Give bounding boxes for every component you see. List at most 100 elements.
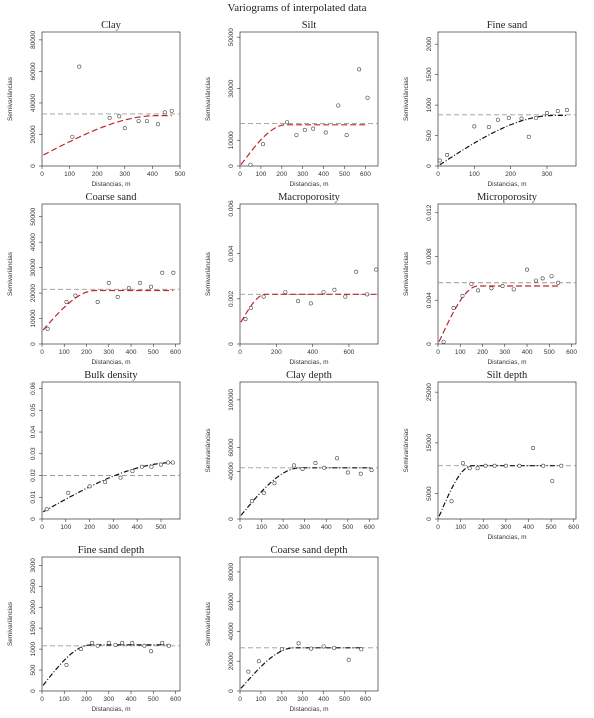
x-tick-label: 500 — [339, 696, 350, 703]
data-point — [155, 122, 160, 127]
data-point — [130, 469, 135, 474]
data-point — [44, 507, 49, 512]
data-point — [354, 269, 359, 274]
y-tick-label: 1000 — [30, 642, 37, 657]
data-point — [260, 142, 265, 147]
data-point — [285, 120, 290, 125]
data-point — [374, 267, 379, 272]
x-tick-label: 0 — [436, 524, 440, 531]
data-point — [343, 294, 348, 299]
data-point — [489, 286, 494, 291]
y-tick-label: 10000 — [30, 309, 37, 327]
x-tick-label: 100 — [455, 524, 466, 531]
data-point — [66, 490, 71, 495]
x-tick-label: 300 — [108, 524, 119, 531]
y-tick-label: 0.06 — [30, 382, 37, 395]
data-point — [495, 117, 500, 122]
y-tick-label: 2000 — [30, 600, 37, 615]
data-point — [130, 640, 135, 645]
x-tick-label: 0 — [436, 171, 440, 178]
x-tick-label: 400 — [321, 524, 332, 531]
y-tick-label: 0.05 — [30, 404, 37, 417]
x-tick-label: 100 — [64, 171, 75, 178]
chart-title: Silt depth — [487, 370, 528, 381]
model-curve — [240, 293, 377, 323]
x-tick-label: 200 — [278, 524, 289, 531]
y-tick-label: 0 — [426, 164, 433, 168]
data-point — [115, 294, 120, 299]
x-tick-label: 100 — [256, 524, 267, 531]
chart-svg: Coarse sand depth 0 100 200 300 400 500 600 0 200… — [205, 545, 379, 713]
data-point — [358, 471, 363, 476]
data-point — [261, 490, 266, 495]
x-tick-label: 300 — [297, 696, 308, 703]
y-tick-label: 2000 — [426, 37, 433, 52]
y-tick-label: 0 — [426, 342, 433, 346]
plot-frame — [239, 203, 379, 345]
y-axis-label: Semivariâncias — [403, 251, 410, 296]
x-tick-label: 100 — [60, 524, 71, 531]
data-point — [500, 284, 505, 289]
y-tick-label: 2500 — [30, 579, 37, 594]
y-tick-label: 1500 — [30, 621, 37, 636]
data-point — [126, 286, 131, 291]
x-tick-label: 600 — [364, 524, 375, 531]
chart-svg: Macroporosity 0 200 400 600 0 0.002 0.004 0.006 D… — [205, 192, 379, 366]
variogram-silt: Silt 0 100 200 300 400 500 600 0 10000 30000 50000 D… — [198, 14, 396, 192]
model-curve — [240, 467, 372, 516]
data-point — [296, 641, 301, 646]
x-tick-label: 600 — [170, 696, 181, 703]
y-tick-label: 50000 — [30, 207, 37, 225]
data-point — [323, 130, 328, 135]
data-point — [117, 114, 122, 119]
x-tick-label: 0 — [436, 349, 440, 356]
data-point — [166, 460, 171, 465]
data-point — [525, 267, 530, 272]
data-point — [550, 478, 555, 483]
x-tick-label: 600 — [344, 349, 355, 356]
plot-frame — [239, 31, 379, 167]
data-point — [365, 292, 370, 297]
data-point — [261, 294, 266, 299]
data-point — [492, 463, 497, 468]
data-point — [279, 647, 284, 652]
chart-svg: Coarse sand 0 100 200 300 400 500 600 0 10000 2000… — [7, 192, 181, 366]
data-point — [162, 110, 167, 115]
model-curve — [43, 115, 172, 156]
x-tick-label: 0 — [238, 696, 242, 703]
data-point — [322, 465, 327, 470]
data-point — [486, 125, 491, 130]
y-axis-label: Semivariâncias — [205, 251, 212, 296]
x-tick-label: 500 — [148, 349, 159, 356]
chart-title: Fine sand depth — [78, 545, 145, 556]
data-point — [313, 461, 318, 466]
data-point — [437, 158, 442, 163]
y-tick-label: 60000 — [228, 438, 235, 456]
model-curve — [42, 289, 174, 331]
data-point — [243, 317, 248, 322]
data-point — [365, 95, 370, 100]
data-point — [302, 127, 307, 132]
data-point — [64, 663, 69, 668]
x-axis-label: Distancias, m — [487, 534, 526, 541]
data-point — [248, 305, 253, 310]
data-point — [469, 281, 474, 286]
y-tick-label: 0 — [228, 164, 235, 168]
y-tick-label: 40000 — [30, 94, 37, 112]
data-point — [309, 646, 314, 651]
y-tick-label: 0.012 — [426, 204, 433, 221]
data-point — [158, 462, 163, 467]
data-point — [544, 111, 549, 116]
data-point — [296, 299, 301, 304]
x-tick-label: 100 — [469, 171, 480, 178]
data-point — [249, 499, 254, 504]
data-point — [472, 124, 477, 129]
x-tick-label: 400 — [307, 349, 318, 356]
data-point — [169, 108, 174, 113]
data-point — [160, 270, 165, 275]
data-point — [559, 463, 564, 468]
y-axis-label: Semivariâncias — [7, 76, 14, 121]
data-point — [483, 463, 488, 468]
plot-frame — [437, 381, 577, 520]
y-tick-label: 0.03 — [30, 447, 37, 460]
